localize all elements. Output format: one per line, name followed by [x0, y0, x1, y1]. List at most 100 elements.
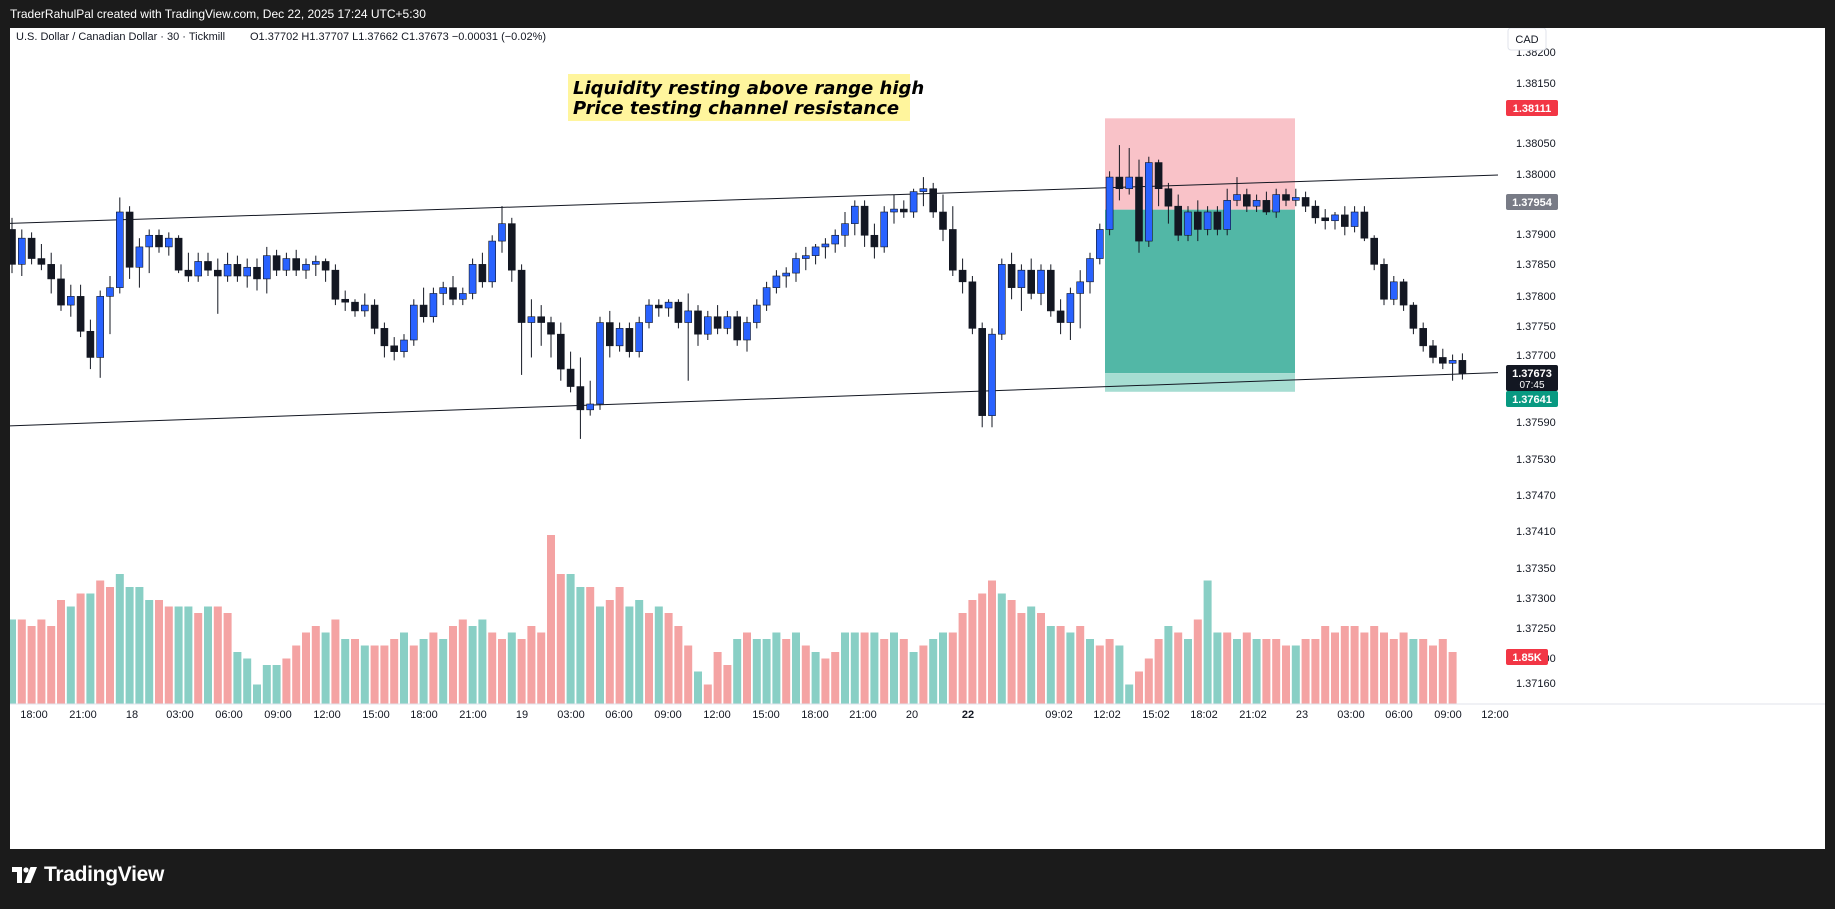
time-tick-label: 15:02: [1142, 709, 1170, 721]
candle-body: [458, 293, 467, 300]
volume-bar: [27, 626, 36, 704]
time-tick-label: 23: [1296, 709, 1308, 721]
volume-bar: [106, 587, 114, 704]
price-tick-label: 1.37470: [1516, 490, 1556, 502]
price-tick-label: 1.37750: [1516, 321, 1556, 333]
candle-body: [1282, 194, 1290, 201]
candle-body: [752, 304, 761, 323]
candle-body: [1448, 360, 1457, 364]
target-zone-filled[interactable]: [1105, 209, 1295, 374]
volume-bar: [1340, 626, 1349, 704]
candle-body: [723, 316, 732, 329]
candle-body: [439, 287, 448, 294]
candle-body: [498, 223, 506, 242]
volume-bar: [125, 587, 134, 704]
volume-bar: [66, 606, 75, 704]
volume-bar: [596, 606, 604, 704]
volume-bar: [57, 600, 65, 704]
candle-body: [517, 269, 526, 323]
volume-bar: [1184, 639, 1192, 704]
price-tick-label: 1.38050: [1516, 138, 1556, 150]
candle-body: [586, 403, 595, 411]
candle-body: [321, 261, 330, 271]
candle-body: [733, 316, 742, 341]
price-badge-label: 1.37641: [1512, 394, 1552, 406]
time-axis[interactable]: 18:00 21:00 18 03:00 06:00 09:00 12:00 15:00 18:…: [10, 703, 1825, 849]
volume-bar: [517, 639, 526, 704]
volume-bar: [10, 619, 16, 704]
candle-body: [66, 296, 75, 306]
volume-bar: [880, 639, 889, 704]
legend: U.S. Dollar / Canadian Dollar · 30 · Tic…: [16, 31, 546, 43]
annotation-box[interactable]: Liquidity resting above range high Price…: [568, 74, 924, 121]
volume-bar: [115, 574, 124, 704]
volume-bar: [654, 606, 663, 704]
volume-bar: [351, 639, 359, 704]
volume-bar: [1429, 645, 1437, 704]
time-tick-label: 21:00: [459, 709, 487, 721]
price-chart[interactable]: Liquidity resting above range high Price…: [10, 28, 1825, 849]
candle-body: [743, 322, 751, 341]
candle-body: [939, 211, 947, 230]
volume-bar: [831, 652, 840, 704]
time-tick-label: 22: [962, 709, 974, 721]
volume-bar: [1262, 639, 1271, 704]
candle-body: [576, 386, 585, 411]
price-badge: [1506, 194, 1558, 210]
volume-bar: [1115, 645, 1124, 704]
volume-bar: [507, 632, 516, 704]
volume-bar: [1438, 639, 1447, 704]
target-zone-remaining[interactable]: [1105, 373, 1295, 392]
volume-bar: [1027, 606, 1036, 704]
time-tick-label: 03:00: [166, 709, 194, 721]
volume-bar: [1086, 639, 1094, 704]
candle-body: [831, 234, 840, 245]
volume-bar: [792, 632, 800, 704]
volume-bar: [272, 665, 281, 704]
candle-body: [1047, 269, 1055, 312]
candle-body: [57, 278, 65, 306]
candle-body: [919, 188, 928, 192]
volume-bar: [978, 593, 987, 704]
volume-bar: [782, 639, 791, 704]
volume-bar: [1380, 632, 1388, 704]
candle-body: [331, 269, 340, 300]
chart-pane[interactable]: Liquidity resting above range high Price…: [10, 28, 1825, 849]
candle-body: [635, 322, 644, 352]
volume-bar: [86, 593, 95, 704]
attribution-text: TraderRahulPal created with TradingView.…: [10, 7, 426, 21]
volume-bar: [586, 587, 595, 704]
time-tick-label: 18: [126, 709, 138, 721]
tradingview-logo[interactable]: TradingView: [12, 862, 164, 888]
candle-body: [47, 264, 56, 280]
volume-bar: [321, 632, 330, 704]
candle-body: [615, 328, 624, 347]
time-tick-label: 03:00: [557, 709, 585, 721]
volume-bar: [1144, 658, 1153, 704]
volume-bar: [1213, 632, 1222, 704]
candle-body: [223, 264, 232, 277]
candle-body: [409, 304, 418, 341]
volume-bar: [1409, 639, 1418, 704]
candle-body: [841, 223, 849, 236]
candle-body: [997, 264, 1006, 335]
currency-button[interactable]: CAD: [1507, 28, 1547, 51]
price-tick-label: 1.38000: [1516, 169, 1556, 181]
volume-bar: [635, 600, 644, 704]
candle-body: [547, 322, 555, 335]
price-badge: [1506, 365, 1558, 391]
candle-body: [243, 266, 251, 277]
candle-body: [165, 237, 173, 248]
volume-bar: [566, 574, 575, 704]
position-tool[interactable]: [1105, 118, 1295, 392]
candle-body: [1174, 205, 1182, 236]
candle-body: [380, 328, 389, 347]
bottom-brand-bar: TradingView: [0, 849, 1835, 909]
price-axis[interactable]: 1.382001.381501.381001.380501.380001.379…: [1498, 28, 1825, 849]
volume-bar: [223, 613, 232, 704]
volume-bar: [899, 639, 908, 704]
volume-bar: [449, 626, 457, 704]
candle-body: [968, 281, 977, 329]
candle-body: [507, 223, 516, 271]
candle-body: [645, 304, 653, 323]
